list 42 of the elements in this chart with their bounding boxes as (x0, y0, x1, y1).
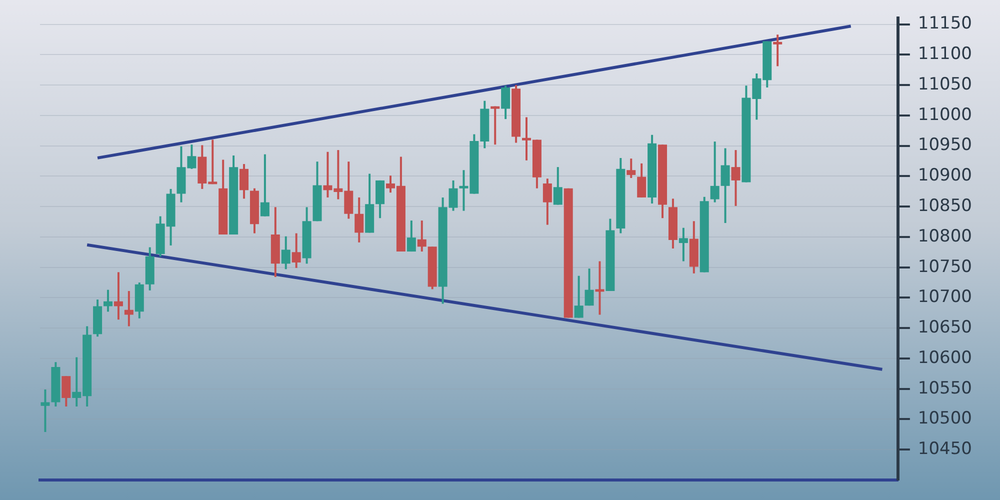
y-tick-label: 10700 (918, 287, 972, 308)
candlestick (124, 290, 134, 328)
y-tick-label: 10800 (918, 226, 972, 246)
candlestick (720, 147, 730, 224)
candlestick (595, 260, 604, 316)
candlestick (584, 268, 594, 307)
candlestick (710, 140, 720, 204)
candlestick (773, 34, 782, 68)
candlestick (417, 220, 426, 253)
candlestick (240, 163, 249, 200)
candlestick (376, 179, 385, 220)
candlestick (406, 220, 416, 253)
candlestick (678, 226, 688, 262)
candlestick (553, 166, 562, 206)
y-tick-label: 10500 (918, 408, 972, 429)
y-tick-label: 11000 (918, 104, 972, 125)
y-tick-label: 10850 (918, 196, 972, 216)
candlestick (637, 162, 646, 198)
candlestick (292, 232, 301, 269)
y-tick-label: 10600 (918, 348, 972, 368)
candlestick (501, 84, 510, 120)
candlestick (62, 375, 71, 408)
y-tick-label: 10950 (918, 135, 972, 156)
candlestick (281, 235, 290, 270)
candlestick (574, 274, 584, 319)
y-tick-label: 10550 (918, 378, 972, 398)
candlestick (104, 288, 113, 313)
y-tick-label: 10750 (918, 256, 972, 277)
candlestick (490, 105, 500, 146)
candlestick (40, 388, 50, 433)
y-tick-label: 11100 (918, 44, 972, 64)
y-tick-label: 10450 (918, 439, 972, 460)
y-tick-label: 11150 (918, 14, 972, 34)
y-tick-label: 10650 (918, 318, 972, 338)
y-tick-label: 10900 (918, 166, 972, 186)
candlestick (114, 271, 123, 321)
candlestick (542, 178, 552, 226)
y-tick-label: 11050 (918, 74, 972, 94)
candlestick (260, 153, 270, 218)
candlestick (354, 196, 364, 244)
candlestick (626, 158, 636, 180)
candlestick (731, 149, 740, 207)
